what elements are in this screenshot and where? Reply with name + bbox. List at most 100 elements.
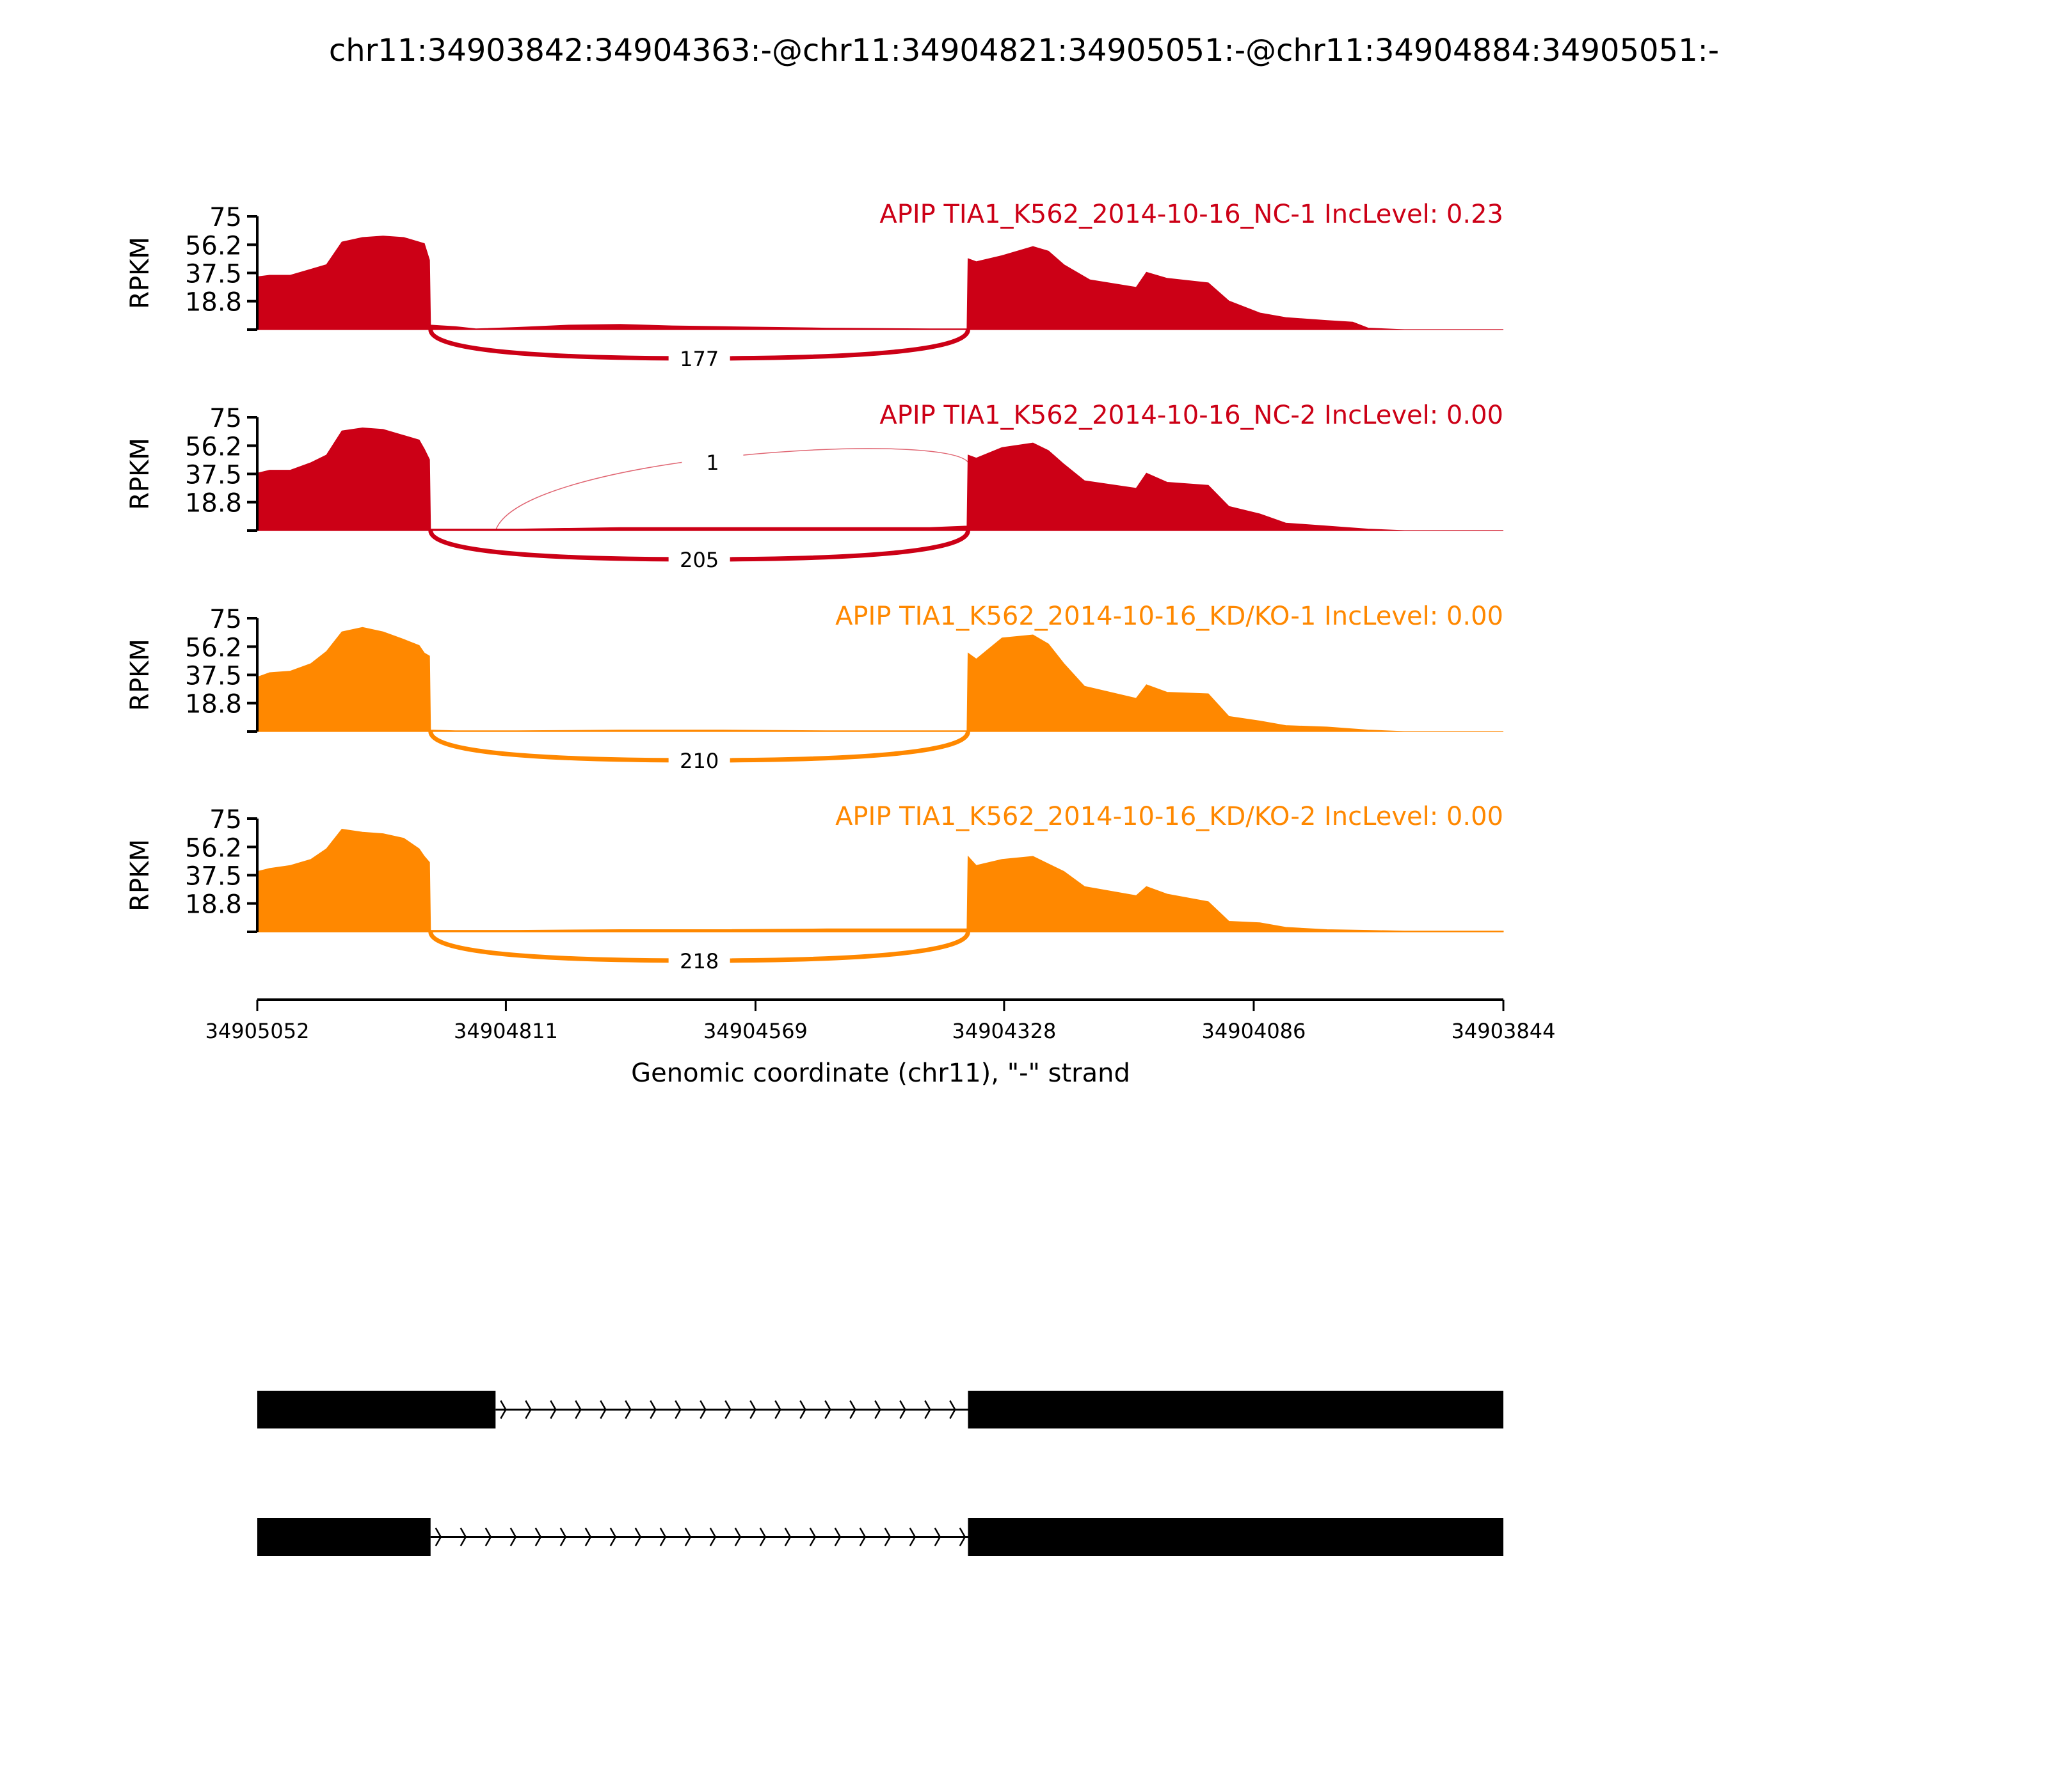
y-tick-label: 56.2 (185, 432, 242, 461)
junction-count: 218 (680, 949, 719, 973)
strand-chevron-icon (709, 1527, 717, 1547)
junction-count: 1 (706, 451, 719, 475)
strand-chevron-icon (625, 1400, 632, 1420)
y-tick-label: 37.5 (185, 461, 242, 490)
strand-chevron-icon (774, 1400, 781, 1420)
strand-chevron-icon (525, 1400, 532, 1420)
strand-chevron-icon (634, 1527, 642, 1547)
strand-chevron-icon (849, 1400, 856, 1420)
strand-chevron-icon (484, 1527, 492, 1547)
x-axis-label: Genomic coordinate (chr11), "-" strand (631, 1059, 1130, 1088)
strand-chevron-icon (824, 1400, 831, 1420)
strand-chevron-icon (500, 1400, 507, 1420)
y-tick-label: 56.2 (185, 833, 242, 863)
y-axis-label: RPKM (125, 237, 155, 309)
x-tick-label: 34903844 (1452, 1019, 1556, 1043)
y-tick-label: 56.2 (185, 231, 242, 260)
y-tick-label: 18.8 (185, 489, 242, 518)
y-tick-label: 37.5 (185, 662, 242, 691)
strand-chevron-icon (584, 1527, 592, 1547)
x-tick-label: 34904328 (952, 1019, 1056, 1043)
x-tick-label: 34904811 (454, 1019, 558, 1043)
transcript-1 (257, 1391, 1503, 1428)
strand-chevron-icon (809, 1527, 817, 1547)
coverage-area (257, 236, 1503, 330)
strand-chevron-icon (909, 1527, 916, 1547)
strand-chevron-icon (884, 1527, 892, 1547)
strand-chevron-icon (899, 1400, 906, 1420)
strand-chevron-icon (734, 1527, 742, 1547)
junction-label-bg (668, 545, 730, 573)
strand-chevron-icon (724, 1400, 732, 1420)
junction-count: 210 (680, 749, 719, 773)
strand-chevron-icon (460, 1527, 467, 1547)
strand-chevron-icon (924, 1400, 931, 1420)
junction-label-bg (668, 344, 730, 372)
exon-block (257, 1518, 431, 1556)
strand-chevron-icon (600, 1400, 607, 1420)
strand-chevron-icon (784, 1527, 792, 1547)
strand-chevron-icon (749, 1400, 756, 1420)
strand-chevron-icon (675, 1400, 682, 1420)
strand-chevron-icon (435, 1527, 442, 1547)
junction-label-bg (668, 947, 730, 975)
sample-label: APIP TIA1_K562_2014-10-16_KD/KO-1 IncLev… (835, 602, 1503, 631)
strand-chevron-icon (575, 1400, 582, 1420)
y-tick-label: 75 (209, 805, 242, 835)
exon-block (968, 1518, 1503, 1556)
coverage-area (257, 627, 1503, 732)
strand-chevron-icon (509, 1527, 517, 1547)
coverage-area (257, 828, 1504, 932)
strand-chevron-icon (959, 1527, 966, 1547)
strand-chevron-icon (700, 1400, 707, 1420)
y-tick-label: 37.5 (185, 260, 242, 289)
strand-chevron-icon (650, 1400, 657, 1420)
transcript-2 (257, 1518, 1503, 1556)
exon-block (257, 1391, 496, 1428)
strand-chevron-icon (550, 1400, 557, 1420)
y-tick-label: 18.8 (185, 690, 242, 719)
strand-chevron-icon (799, 1400, 806, 1420)
y-tick-label: 56.2 (185, 633, 242, 662)
sample-label: APIP TIA1_K562_2014-10-16_KD/KO-2 IncLev… (835, 802, 1503, 831)
strand-chevron-icon (934, 1527, 941, 1547)
strand-chevron-icon (609, 1527, 617, 1547)
y-tick-label: 75 (209, 404, 242, 433)
x-tick-label: 34905052 (205, 1019, 310, 1043)
y-tick-label: 18.8 (185, 288, 242, 317)
exon-block (968, 1391, 1503, 1428)
junction-count: 177 (680, 347, 719, 371)
strand-chevron-icon (659, 1527, 667, 1547)
transcript-models (257, 1391, 1503, 1556)
x-tick-label: 34904086 (1202, 1019, 1306, 1043)
strand-chevron-icon (559, 1527, 567, 1547)
sample-label: APIP TIA1_K562_2014-10-16_NC-1 IncLevel:… (879, 200, 1503, 229)
junction-label-bg (682, 448, 744, 476)
strand-chevron-icon (874, 1400, 881, 1420)
strand-chevron-icon (534, 1527, 542, 1547)
y-tick-label: 75 (209, 203, 242, 232)
y-axis-label: RPKM (125, 438, 155, 510)
strand-chevron-icon (834, 1527, 842, 1547)
y-tick-label: 37.5 (185, 862, 242, 892)
x-tick-label: 34904569 (703, 1019, 808, 1043)
junction-label-bg (668, 746, 730, 774)
chart-title: chr11:34903842:34904363:-@chr11:34904821… (329, 33, 1719, 68)
strand-chevron-icon (859, 1527, 867, 1547)
y-axis-label: RPKM (125, 839, 155, 911)
junction-count: 205 (680, 548, 719, 572)
y-tick-label: 18.8 (185, 890, 242, 920)
y-axis-label: RPKM (125, 639, 155, 711)
x-axis: 34905052 34904811 34904569 34904328 34904086… (205, 998, 1556, 1043)
strand-chevron-icon (684, 1527, 692, 1547)
coverage-area (257, 427, 1503, 531)
sample-label: APIP TIA1_K562_2014-10-16_NC-2 IncLevel:… (879, 401, 1503, 430)
strand-chevron-icon (759, 1527, 767, 1547)
y-tick-label: 75 (209, 605, 242, 634)
strand-chevron-icon (949, 1400, 956, 1420)
